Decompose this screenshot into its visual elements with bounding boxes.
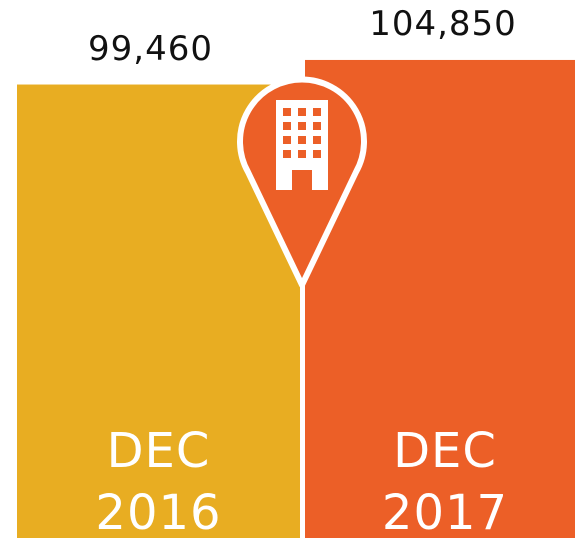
value-label: 99,460 xyxy=(88,28,213,69)
category-label: DEC 2016 xyxy=(95,423,222,541)
value-label: 104,850 xyxy=(369,3,517,44)
building-windows xyxy=(283,108,321,190)
category-label: DEC 2017 xyxy=(381,423,509,541)
pin-icon xyxy=(237,76,367,288)
